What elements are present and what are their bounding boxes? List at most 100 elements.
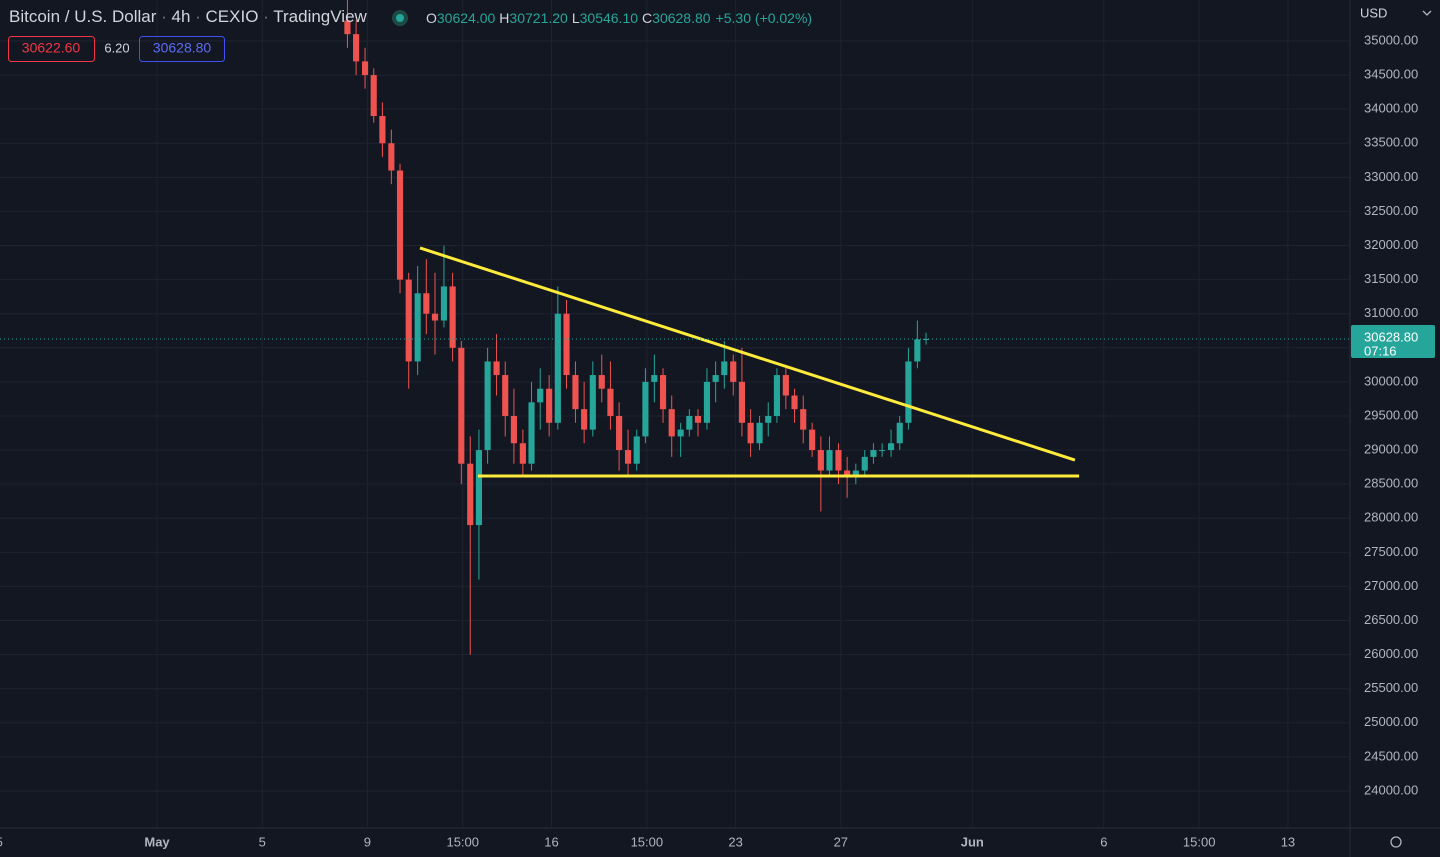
candle-body (510, 415, 517, 444)
y-tick-label: 32000.00 (1364, 237, 1418, 252)
candle-body (502, 375, 509, 416)
y-tick-label: 24500.00 (1364, 748, 1418, 763)
x-tick-label: 5 (259, 834, 266, 849)
x-tick-label: 6 (1100, 834, 1107, 849)
y-tick-label: 34000.00 (1364, 101, 1418, 116)
candle-body (852, 470, 859, 478)
legend: Bitcoin / U.S. Dollar · 4h · CEXIO · Tra… (9, 7, 368, 26)
change: +5.30 (+0.02%) (716, 10, 813, 26)
candle-body (458, 347, 465, 464)
h-label: H (499, 10, 509, 26)
candle-body (572, 375, 579, 410)
grid (0, 0, 1350, 828)
settings-icon[interactable] (1390, 836, 1402, 848)
countdown: 07:16 (1364, 343, 1397, 358)
candle-body (353, 34, 360, 62)
candle-body (589, 375, 596, 430)
candle-body (738, 381, 746, 423)
y-tick-label: 27500.00 (1364, 544, 1418, 559)
y-tick-label: 28500.00 (1364, 476, 1418, 491)
candle-body (519, 443, 526, 464)
candle-body (905, 361, 912, 423)
candle-body (765, 415, 772, 423)
last-price-box (1351, 325, 1435, 359)
status-dot (396, 14, 404, 22)
candle-body (537, 388, 544, 403)
y-tick-label: 24000.00 (1364, 782, 1418, 797)
candle-body (431, 313, 439, 321)
plot (0, 0, 1350, 655)
bid: 30622.60 (22, 40, 81, 56)
candle-body (405, 279, 412, 362)
y-tick-label: 34500.00 (1364, 67, 1418, 82)
axes: 24000.00 24500.00 25000.00 25500.00 26000.00… (0, 32, 1435, 849)
candle-body (344, 20, 351, 35)
candle-body (528, 402, 535, 464)
c-label: C (642, 10, 652, 26)
candle-body (563, 313, 570, 376)
candle-body (730, 361, 737, 382)
candle-body (379, 115, 386, 144)
y-tick-label: 33000.00 (1364, 169, 1418, 184)
candle-body (703, 381, 711, 423)
candle-body (721, 361, 728, 376)
candle-body (844, 470, 851, 478)
x-tick-label: 13 (1281, 834, 1295, 849)
symbol: Bitcoin / U.S. Dollar (9, 7, 157, 26)
ask-box[interactable] (139, 36, 225, 62)
candle-body (896, 422, 903, 444)
x-tick-label: 5 (0, 834, 3, 849)
interval: 4h (172, 7, 191, 26)
currency[interactable]: USD (1360, 5, 1387, 20)
candle-body (782, 375, 789, 396)
candle-body (800, 409, 807, 430)
trend-line (419, 246, 1076, 462)
candle-body (747, 422, 754, 444)
candle-body (423, 293, 430, 314)
candle-body (633, 436, 640, 464)
y-tick-label: 33500.00 (1364, 135, 1418, 150)
candle-body (467, 463, 474, 526)
y-tick-label: 35000.00 (1364, 32, 1418, 47)
currency-caret[interactable] (1422, 10, 1432, 16)
ask: 30628.80 (153, 40, 212, 56)
last-price-label: 30628.80 (1364, 329, 1418, 344)
candle-body (826, 450, 833, 471)
candle-body (835, 450, 842, 471)
candle-body (694, 415, 702, 423)
candle-body (388, 143, 395, 171)
candle-body (659, 375, 667, 410)
x-tick-label: May (144, 834, 170, 849)
x-tick-label: 23 (728, 834, 742, 849)
candle-body (598, 375, 605, 389)
candle-body (493, 361, 500, 376)
candle-body (861, 456, 868, 471)
candle-body (914, 339, 921, 362)
source: TradingView (273, 7, 367, 26)
candle-body (624, 450, 632, 464)
candle-body (484, 361, 491, 451)
y-tick-label: 25500.00 (1364, 680, 1418, 695)
candle-body (449, 286, 456, 348)
y-tick-label: 26000.00 (1364, 646, 1418, 661)
o-value: 30624.00 (437, 10, 496, 26)
y-tick-label: 32500.00 (1364, 203, 1418, 218)
candle-body (922, 339, 930, 341)
candle-body (370, 75, 377, 116)
y-tick-label: 30000.00 (1364, 373, 1418, 388)
candle-body (616, 415, 623, 451)
candle-body (817, 450, 824, 471)
x-tick-label: 27 (834, 834, 848, 849)
candle-body (879, 450, 886, 452)
candle-body (809, 429, 816, 451)
spread: 6.20 (104, 40, 129, 55)
candle-body (554, 313, 561, 423)
bid-box[interactable] (8, 36, 95, 62)
y-tick-label: 27000.00 (1364, 578, 1418, 593)
y-tick-label: 29000.00 (1364, 442, 1418, 457)
x-tick-label: 16 (544, 834, 558, 849)
y-tick-label: 31500.00 (1364, 271, 1418, 286)
y-tick-label: 25000.00 (1364, 714, 1418, 729)
c-value: 30628.80 (652, 10, 711, 26)
